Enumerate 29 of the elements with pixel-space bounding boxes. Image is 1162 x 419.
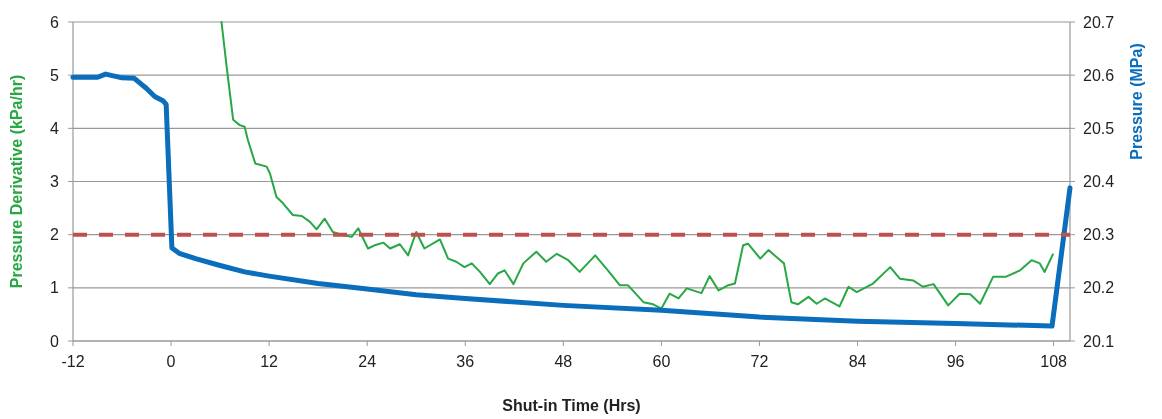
x-tick-label: 24 — [358, 353, 377, 370]
y2-tick-label: 20.4 — [1083, 173, 1115, 191]
x-tick-label: 96 — [946, 353, 965, 370]
y2-tick-label: 20.7 — [1083, 13, 1115, 31]
x-tick-label: 36 — [456, 353, 475, 370]
y-tick-label: 2 — [50, 226, 60, 244]
y2-tick-label: 20.1 — [1083, 332, 1115, 350]
x-tick-label: 84 — [848, 353, 867, 370]
y-tick-label: 0 — [50, 332, 60, 350]
x-tick-label: -12 — [61, 353, 85, 370]
y2-tick-label: 20.5 — [1083, 119, 1115, 137]
y-tick-label: 1 — [50, 279, 60, 297]
y2-tick-label: 20.6 — [1083, 66, 1115, 84]
x-tick-label: 12 — [260, 353, 279, 370]
x-tick-label: 60 — [652, 353, 671, 370]
y2-tick-label: 20.2 — [1083, 279, 1115, 297]
x-axis-title: Shut-in Time (Hrs) — [502, 397, 641, 414]
y-tick-label: 5 — [50, 66, 60, 84]
y2-axis-title: Pressure (MPa) — [1128, 43, 1145, 160]
x-tick-label: 48 — [554, 353, 573, 370]
y-tick-label: 6 — [50, 13, 60, 31]
y-tick-label: 3 — [50, 173, 60, 191]
y-axis-title: Pressure Derivative (kPa/hr) — [8, 74, 25, 289]
x-tick-label: 108 — [1040, 353, 1068, 370]
x-tick-label: 0 — [166, 353, 176, 370]
y-tick-label: 4 — [50, 119, 60, 137]
line-series — [220, 21, 1054, 310]
x-tick-label: 72 — [750, 353, 769, 370]
y2-tick-label: 20.3 — [1083, 226, 1115, 244]
